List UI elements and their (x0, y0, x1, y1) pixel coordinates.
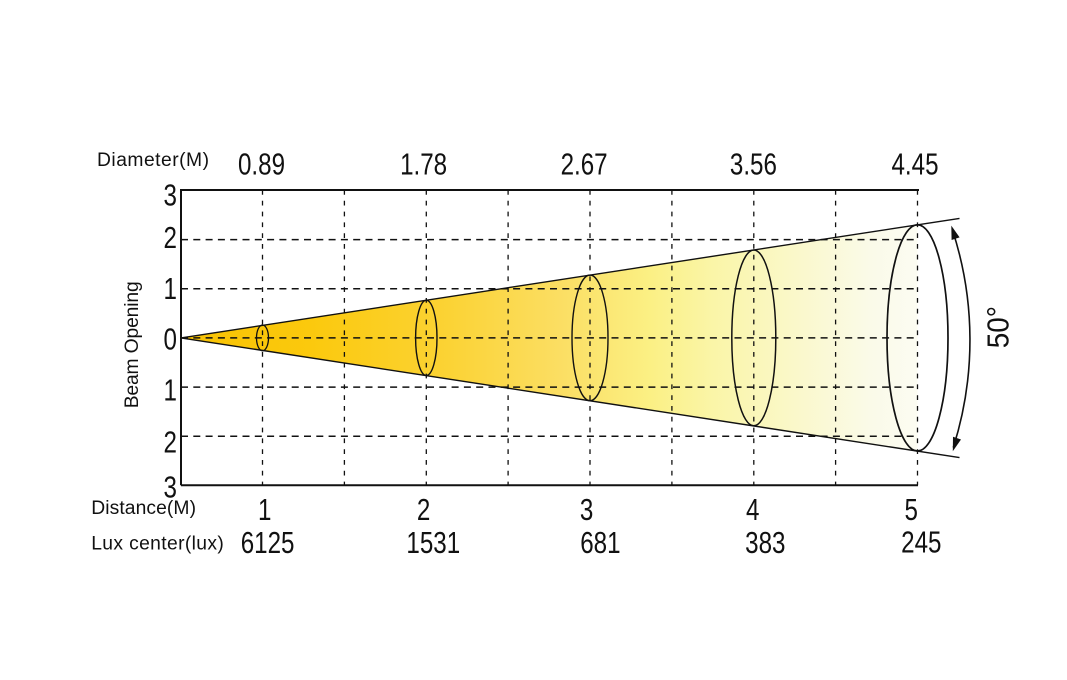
svg-text:Diameter(M): Diameter(M) (97, 150, 209, 171)
svg-text:3: 3 (580, 492, 593, 527)
svg-text:6125: 6125 (241, 525, 295, 560)
svg-text:1: 1 (164, 373, 177, 408)
svg-text:383: 383 (745, 525, 785, 560)
svg-text:4: 4 (746, 492, 759, 527)
svg-text:4.45: 4.45 (891, 147, 938, 182)
svg-text:5: 5 (904, 492, 917, 527)
svg-text:1: 1 (258, 492, 271, 527)
svg-text:2: 2 (164, 425, 177, 460)
svg-text:2: 2 (164, 220, 177, 255)
svg-text:Lux center(lux): Lux center(lux) (91, 534, 224, 555)
svg-text:681: 681 (580, 525, 620, 560)
svg-text:2: 2 (417, 492, 430, 527)
svg-text:2.67: 2.67 (561, 147, 608, 182)
svg-text:1: 1 (164, 271, 177, 306)
svg-text:3.56: 3.56 (730, 147, 777, 182)
svg-text:3: 3 (164, 470, 177, 505)
svg-text:1.78: 1.78 (400, 147, 447, 182)
svg-text:Distance(M): Distance(M) (91, 498, 196, 519)
svg-text:50°: 50° (981, 306, 1016, 348)
svg-text:0: 0 (164, 322, 177, 357)
svg-text:0.89: 0.89 (238, 147, 285, 182)
svg-text:3: 3 (164, 178, 177, 213)
svg-text:1531: 1531 (406, 525, 460, 560)
svg-text:245: 245 (901, 525, 941, 560)
svg-text:Beam Opening: Beam Opening (122, 281, 143, 408)
